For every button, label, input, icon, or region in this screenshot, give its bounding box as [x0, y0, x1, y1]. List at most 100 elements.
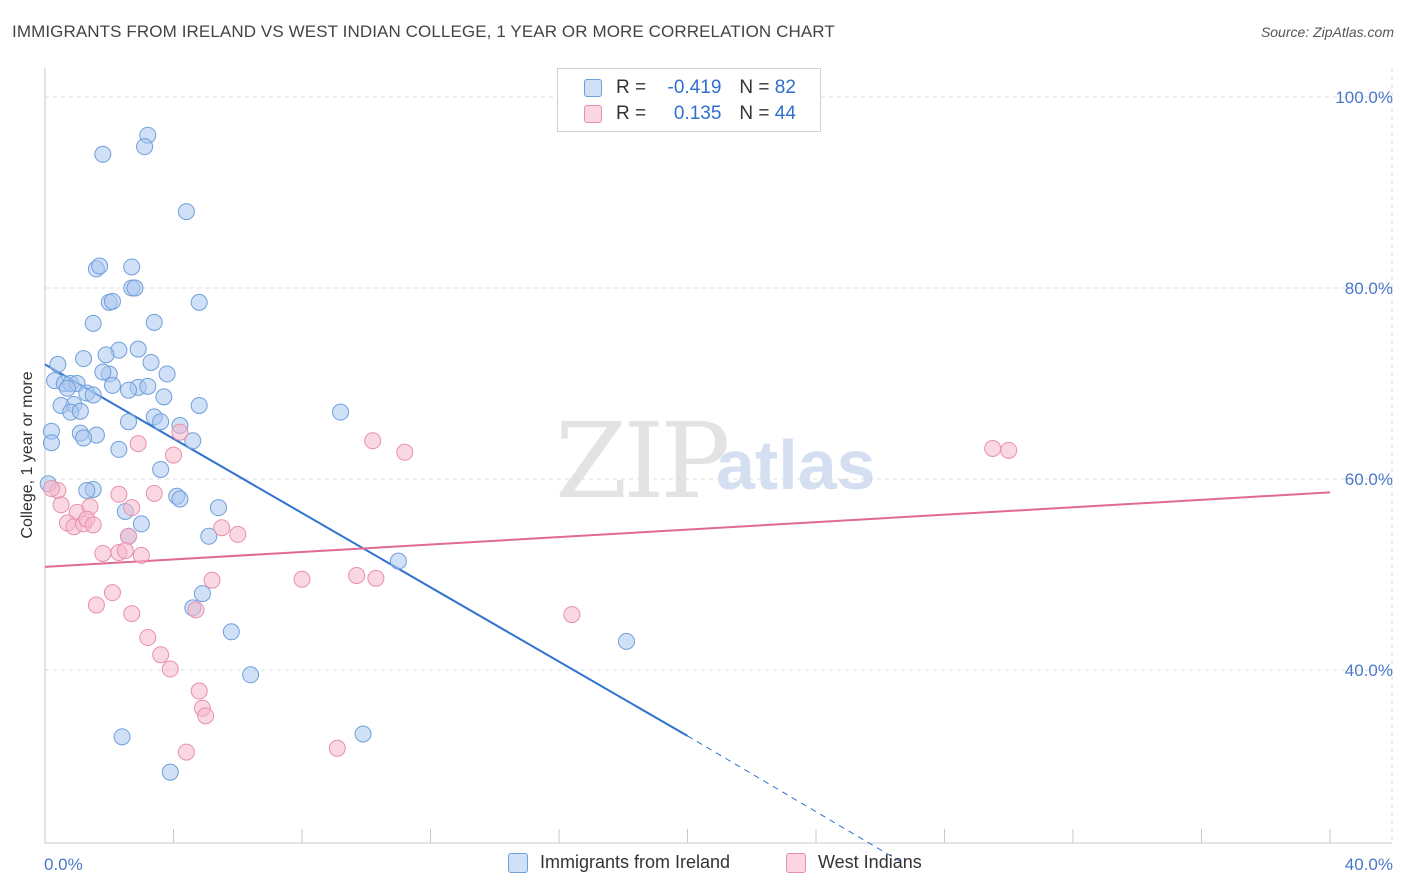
west-indian-point: [120, 527, 138, 545]
legend-swatch-west-indians: [786, 852, 806, 873]
legend-r-value: -0.419: [667, 77, 722, 98]
legend-swatch-west-indians: [584, 105, 602, 123]
stats-legend: R = -0.419 N = 82 R = 0.135 N = 44: [557, 68, 821, 132]
ireland-point: [617, 632, 635, 650]
ireland-point: [71, 402, 89, 420]
west-indian-point: [984, 439, 1002, 457]
ireland-point: [155, 388, 173, 406]
ireland-point: [190, 293, 208, 311]
west-indian-point: [563, 606, 581, 624]
ireland-point: [209, 499, 227, 517]
west-indian-point: [197, 707, 215, 725]
trend-lines: [44, 363, 1331, 862]
west-indian-point: [190, 682, 208, 700]
ireland-trend-extension: [687, 735, 900, 862]
west-indian-point: [42, 480, 60, 498]
west-indian-point: [293, 570, 311, 588]
legend-n-value: 44: [774, 103, 796, 124]
ireland-point: [84, 314, 102, 332]
west-indian-point: [145, 484, 163, 502]
legend-n-label: N =: [739, 77, 770, 98]
legend-r-label: R =: [616, 77, 647, 98]
west-indian-point: [161, 660, 179, 678]
grid-lines: [45, 68, 1393, 843]
legend-r-value: 0.135: [673, 103, 722, 124]
west-indian-point: [396, 443, 414, 461]
ireland-point: [158, 365, 176, 383]
ireland-point: [200, 527, 218, 545]
ireland-point: [190, 396, 208, 414]
ireland-point: [242, 666, 260, 684]
legend-swatch-ireland: [508, 852, 528, 873]
west-indian-trend-line: [44, 491, 1331, 568]
legend-item-west-indians[interactable]: West Indians: [786, 852, 922, 873]
series-legend: Immigrants from Ireland West Indians: [0, 852, 1406, 878]
ireland-point: [161, 763, 179, 781]
ireland-point: [75, 429, 93, 447]
west-indian-point: [84, 516, 102, 534]
west-indian-point: [129, 435, 147, 453]
legend-label-west-indians: West Indians: [818, 852, 922, 872]
x-tick-labels: 0.0% 40.0%: [44, 855, 1393, 874]
west-indian-point: [110, 485, 128, 503]
ireland-point: [94, 145, 112, 163]
ireland-point: [184, 432, 202, 450]
legend-n-label: N =: [739, 103, 770, 124]
west-indian-point: [52, 496, 70, 514]
ireland-point: [120, 413, 138, 431]
west-indian-point: [165, 446, 182, 464]
legend-swatch-ireland: [584, 79, 602, 97]
west-indian-point: [203, 571, 221, 589]
west-indian-point: [1000, 441, 1018, 459]
ireland-point: [120, 381, 138, 399]
ireland-point: [75, 350, 93, 368]
ireland-point: [332, 403, 350, 421]
west-indian-point: [364, 432, 382, 450]
west-indian-point: [103, 584, 121, 602]
west-indian-point: [229, 525, 247, 543]
x-tick-label-min: 0.0%: [44, 855, 83, 874]
ireland-point: [110, 440, 128, 458]
ireland-point: [49, 355, 67, 373]
y-tick-label: 40.0%: [1345, 661, 1393, 680]
y-tick-label: 100.0%: [1335, 88, 1393, 107]
west-indian-point: [328, 739, 346, 757]
y-tick-label: 60.0%: [1345, 470, 1393, 489]
west-indian-point: [213, 519, 231, 537]
legend-row-west-indians: R = 0.135 N = 44: [584, 101, 796, 127]
ireland-point: [193, 585, 211, 603]
ireland-point: [84, 386, 102, 404]
y-tick-labels: 40.0% 60.0% 80.0% 100.0%: [1335, 88, 1393, 680]
ireland-point: [222, 623, 240, 641]
west-indian-point: [123, 605, 141, 623]
watermark-atlas: atlas: [716, 426, 876, 504]
ireland-point: [58, 379, 76, 397]
ireland-point: [152, 460, 170, 478]
west-indian-point: [177, 743, 195, 761]
ireland-point: [97, 346, 115, 364]
legend-row-ireland: R = -0.419 N = 82: [584, 75, 796, 101]
ireland-point: [171, 490, 189, 508]
x-tick-label-max: 40.0%: [1345, 855, 1393, 874]
west-indian-point: [187, 601, 205, 619]
ireland-point: [142, 353, 160, 371]
y-tick-label: 80.0%: [1345, 279, 1393, 298]
axes: [44, 68, 1392, 844]
legend-item-ireland[interactable]: Immigrants from Ireland: [508, 852, 730, 873]
ireland-point: [123, 258, 141, 276]
ireland-point: [129, 340, 147, 358]
west-indian-point: [171, 423, 189, 441]
source-label: Source: ZipAtlas.com: [1260, 24, 1394, 40]
ireland-point: [354, 725, 372, 743]
legend-n-value: 82: [774, 77, 796, 98]
watermark-zip: ZIP: [555, 400, 730, 522]
ireland-point: [94, 363, 112, 381]
ireland-point: [145, 313, 163, 331]
ireland-point: [42, 434, 60, 452]
ireland-point: [177, 203, 195, 221]
ireland-point: [78, 481, 96, 499]
ireland-point: [389, 552, 407, 570]
ireland-point: [113, 728, 131, 746]
chart-title: IMMIGRANTS FROM IRELAND VS WEST INDIAN C…: [12, 22, 835, 41]
legend-r-label: R =: [616, 103, 647, 124]
